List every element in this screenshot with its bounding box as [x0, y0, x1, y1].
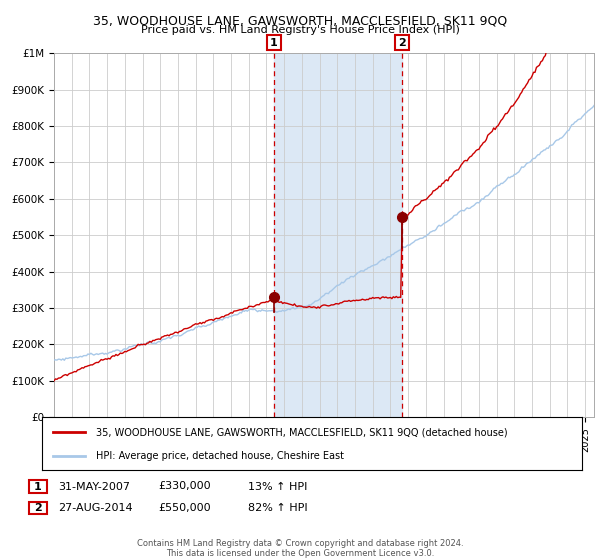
Text: 82% ↑ HPI: 82% ↑ HPI [248, 503, 308, 513]
Bar [274, 53, 402, 417]
FancyBboxPatch shape [29, 502, 47, 514]
Text: 31-MAY-2007: 31-MAY-2007 [58, 482, 130, 492]
Text: 35, WOODHOUSE LANE, GAWSWORTH, MACCLESFIELD, SK11 9QQ: 35, WOODHOUSE LANE, GAWSWORTH, MACCLESFI… [93, 14, 507, 27]
Text: 27-AUG-2014: 27-AUG-2014 [58, 503, 133, 513]
Text: Price paid vs. HM Land Registry's House Price Index (HPI): Price paid vs. HM Land Registry's House … [140, 25, 460, 35]
Text: 35, WOODHOUSE LANE, GAWSWORTH, MACCLESFIELD, SK11 9QQ (detached house): 35, WOODHOUSE LANE, GAWSWORTH, MACCLESFI… [96, 427, 508, 437]
FancyBboxPatch shape [29, 480, 47, 493]
Text: £330,000: £330,000 [158, 482, 211, 492]
Text: 13% ↑ HPI: 13% ↑ HPI [248, 482, 307, 492]
Text: £550,000: £550,000 [158, 503, 211, 513]
Text: 1: 1 [270, 38, 278, 48]
Text: HPI: Average price, detached house, Cheshire East: HPI: Average price, detached house, Ches… [96, 450, 344, 460]
Text: 1: 1 [34, 482, 42, 492]
Text: 2: 2 [398, 38, 406, 48]
Text: Contains HM Land Registry data © Crown copyright and database right 2024.
This d: Contains HM Land Registry data © Crown c… [137, 539, 463, 558]
Text: 2: 2 [34, 503, 42, 513]
